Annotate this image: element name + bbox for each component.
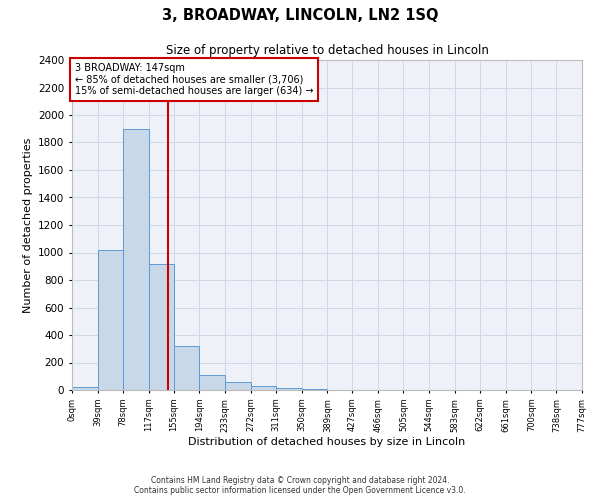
Y-axis label: Number of detached properties: Number of detached properties: [23, 138, 32, 312]
Text: 3 BROADWAY: 147sqm
← 85% of detached houses are smaller (3,706)
15% of semi-deta: 3 BROADWAY: 147sqm ← 85% of detached hou…: [74, 62, 313, 96]
Title: Size of property relative to detached houses in Lincoln: Size of property relative to detached ho…: [166, 44, 488, 58]
Bar: [174, 346, 199, 390]
Bar: [276, 388, 302, 390]
Text: 3, BROADWAY, LINCOLN, LN2 1SQ: 3, BROADWAY, LINCOLN, LN2 1SQ: [162, 8, 438, 22]
Text: Contains HM Land Registry data © Crown copyright and database right 2024.
Contai: Contains HM Land Registry data © Crown c…: [134, 476, 466, 495]
Bar: [72, 386, 98, 390]
X-axis label: Distribution of detached houses by size in Lincoln: Distribution of detached houses by size …: [188, 437, 466, 447]
Bar: [123, 128, 149, 390]
Bar: [98, 250, 123, 390]
Bar: [251, 386, 276, 390]
Bar: [149, 264, 174, 390]
Bar: [199, 375, 225, 390]
Bar: [225, 382, 251, 390]
